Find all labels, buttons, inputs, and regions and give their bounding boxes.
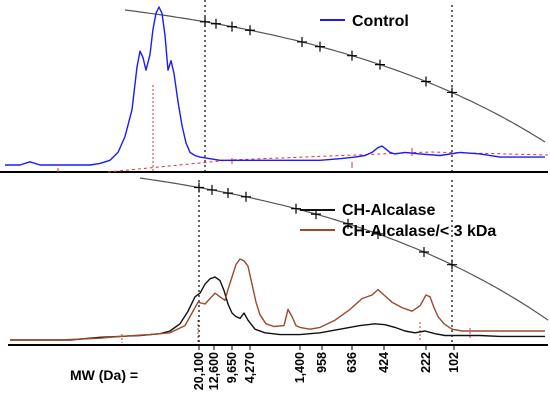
calibration-marker bbox=[194, 182, 204, 193]
legend-bottom: CH-Alcalase CH-Alcalase/< 3 kDa bbox=[300, 202, 496, 240]
legend-top: Control bbox=[320, 13, 409, 30]
calibration-marker bbox=[343, 218, 353, 229]
calibration-marker bbox=[200, 16, 210, 27]
mw-tick-label: 958 bbox=[315, 352, 329, 373]
calibration-marker bbox=[207, 184, 217, 195]
calibration-marker bbox=[223, 188, 233, 199]
mw-tick-label: 12,600 bbox=[207, 352, 221, 390]
series-line-control bbox=[5, 6, 545, 166]
calibration-marker bbox=[241, 191, 251, 202]
calibration-marker bbox=[245, 25, 255, 36]
legend-label-ch-alcalase-3kda: CH-Alcalase/< 3 kDa bbox=[342, 223, 496, 240]
mw-tick-label: 9,650 bbox=[225, 352, 239, 383]
top-calibration-markers bbox=[200, 16, 457, 98]
calibration-marker bbox=[375, 59, 385, 70]
top-calibration-curve bbox=[124, 9, 546, 143]
calibration-marker bbox=[419, 247, 429, 258]
mw-tick-label: 4,270 bbox=[243, 352, 257, 383]
bottom-calibration-curve bbox=[139, 177, 549, 321]
mw-tick-label: 102 bbox=[447, 352, 461, 373]
bottom-calibration-markers bbox=[194, 182, 457, 270]
calibration-curves bbox=[124, 9, 549, 321]
mw-tick-label: 1,400 bbox=[293, 352, 307, 383]
bottom-panel-series bbox=[10, 258, 545, 341]
mw-tick-label: 20,100 bbox=[192, 352, 206, 390]
calibration-marker bbox=[373, 228, 383, 239]
mw-tick-label: 636 bbox=[345, 352, 359, 373]
mw-axis-label: MW (Da) = bbox=[70, 367, 138, 383]
mw-tick-label: 222 bbox=[419, 352, 433, 373]
legend-label-control: Control bbox=[352, 13, 409, 30]
calibration-marker bbox=[447, 259, 457, 270]
vertical-guides bbox=[198, 0, 453, 345]
series-line-ch-alcalase bbox=[10, 276, 545, 341]
mw-tick-labels: 20,100 12,600 9,650 4,270 1,400 958 636 424 222 1… bbox=[192, 345, 461, 390]
legend-label-ch-alcalase: CH-Alcalase bbox=[342, 202, 435, 219]
calibration-marker bbox=[291, 203, 301, 214]
mw-tick-label: 424 bbox=[377, 352, 391, 373]
calibration-marker bbox=[297, 36, 307, 47]
calibration-marker bbox=[447, 87, 457, 98]
top-dashed-baseline bbox=[107, 151, 549, 173]
calibration-marker bbox=[227, 21, 237, 32]
top-panel-series bbox=[5, 6, 545, 166]
top-baseline-dashes bbox=[57, 85, 549, 173]
calibration-marker bbox=[211, 18, 221, 29]
calibration-marker bbox=[421, 76, 431, 87]
calibration-marker bbox=[347, 50, 357, 61]
series-line-ch-alcalase-3-kda bbox=[10, 258, 545, 341]
calibration-marker bbox=[315, 41, 325, 52]
